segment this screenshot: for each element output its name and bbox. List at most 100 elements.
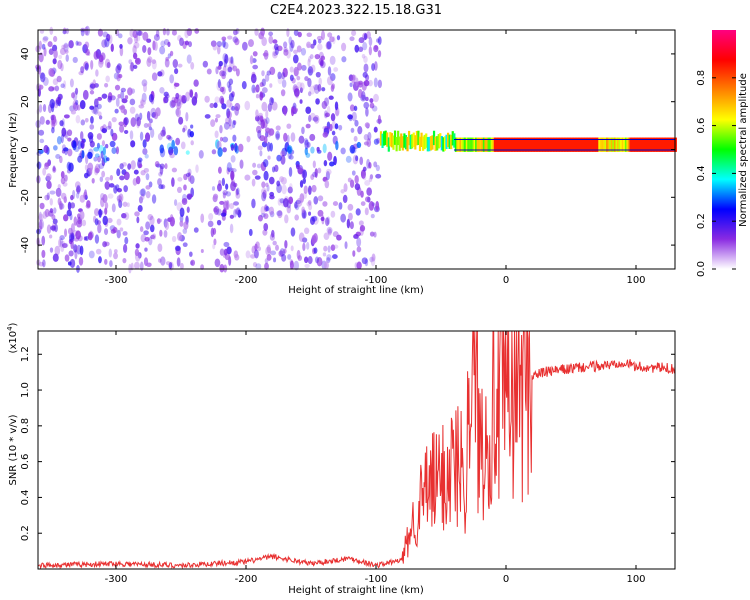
heatmap-cell	[322, 131, 328, 138]
heatmap-cell	[265, 117, 270, 125]
heatmap-cell	[104, 37, 110, 48]
heatmap-cell	[270, 250, 277, 256]
heatmap-cell	[428, 136, 431, 152]
heatmap-cell	[366, 31, 371, 39]
heatmap-cell	[376, 38, 380, 43]
heatmap-cell	[432, 130, 436, 146]
heatmap-cell	[79, 210, 85, 220]
heatmap-cell	[281, 72, 286, 80]
heatmap-cell	[119, 175, 125, 181]
heatmap-cell	[403, 133, 406, 148]
heatmap-cell	[303, 138, 309, 146]
heatmap-cell	[484, 137, 487, 152]
heatmap-cell	[123, 185, 128, 193]
heatmap-cell	[609, 137, 612, 152]
heatmap-cell	[63, 44, 69, 49]
heatmap-cell	[662, 137, 665, 152]
heatmap-cell	[304, 147, 308, 156]
heatmap-cell	[189, 130, 195, 138]
heatmap-cell	[471, 137, 475, 152]
heatmap-cell	[223, 42, 229, 50]
heatmap-cell	[208, 213, 214, 221]
heatmap-cell	[415, 130, 418, 146]
heatmap-cell	[96, 142, 100, 149]
heatmap-cell	[481, 137, 484, 152]
heatmap-cell	[314, 168, 318, 179]
heatmap-cell	[457, 137, 461, 152]
heatmap-cell	[354, 44, 360, 53]
heatmap-cell	[233, 120, 237, 126]
heatmap-cell	[273, 257, 277, 263]
heatmap-cell	[41, 43, 46, 50]
heatmap-cell	[212, 243, 216, 250]
colorbar-tick-label: 0.6	[696, 118, 707, 134]
heatmap-cell	[75, 99, 79, 106]
heatmap-cell	[349, 36, 355, 42]
heatmap-cell	[77, 104, 81, 111]
heatmap-cell	[261, 70, 265, 77]
heatmap-cell	[189, 89, 194, 98]
heatmap-cell	[282, 67, 288, 78]
heatmap-cell	[157, 133, 163, 141]
heatmap-cell	[145, 190, 151, 199]
heatmap-cell	[109, 260, 113, 268]
heatmap-cell	[340, 213, 347, 223]
heatmap-cell	[322, 125, 328, 130]
heatmap-cell	[366, 158, 370, 169]
heatmap-cell	[200, 213, 205, 223]
heatmap-cell	[333, 67, 339, 72]
heatmap-cell	[264, 73, 270, 82]
heatmap-cell	[135, 34, 141, 42]
heatmap-cell	[261, 37, 267, 47]
heatmap-cell	[223, 201, 229, 211]
heatmap-cell	[352, 154, 359, 165]
heatmap-cell	[451, 131, 454, 146]
heatmap-cell	[55, 99, 61, 106]
heatmap-cell	[127, 163, 132, 170]
heatmap-cell	[325, 41, 332, 50]
heatmap-cell	[211, 149, 217, 155]
heatmap-cell	[38, 219, 45, 230]
heatmap-cell	[94, 153, 100, 158]
heatmap-cell	[620, 137, 623, 152]
heatmap-cell	[37, 88, 41, 97]
heatmap-cell	[585, 137, 589, 152]
heatmap-cell	[68, 162, 74, 172]
heatmap-cell	[226, 246, 232, 255]
heatmap-cell	[578, 137, 581, 152]
heatmap-cell	[454, 137, 457, 152]
heatmap-cell	[322, 201, 328, 207]
heatmap-cell	[666, 137, 670, 152]
heatmap-cell	[252, 169, 258, 176]
heatmap-cell	[254, 175, 261, 180]
y-tick-label: 0.6	[20, 454, 31, 470]
heatmap-cell	[139, 131, 144, 141]
heatmap-cell	[333, 244, 339, 249]
heatmap-cell	[248, 39, 254, 48]
heatmap-cell	[645, 137, 648, 152]
heatmap-cell	[360, 201, 366, 207]
heatmap-cell	[353, 135, 358, 142]
heatmap-cell	[211, 186, 216, 191]
heatmap-cell	[168, 262, 173, 269]
heatmap-cell	[84, 117, 89, 123]
heatmap-cell	[106, 61, 111, 69]
heatmap-cell	[49, 234, 53, 239]
heatmap-cell	[134, 57, 141, 65]
heatmap-cell	[283, 248, 287, 254]
heatmap-cell	[264, 262, 269, 270]
heatmap-cell	[369, 102, 375, 109]
heatmap-cell	[85, 154, 89, 165]
heatmap-cell	[293, 260, 300, 271]
heatmap-cell	[310, 174, 315, 180]
spectrogram-y-ticks: -40 -20 0 20 40	[20, 48, 675, 253]
heatmap-cell	[93, 165, 99, 176]
heatmap-cell	[69, 213, 73, 221]
heatmap-cell	[105, 75, 110, 83]
heatmap-cell	[135, 243, 140, 249]
heatmap-cell	[116, 229, 121, 239]
heatmap-cell	[521, 137, 525, 152]
heatmap-cell	[288, 166, 293, 177]
heatmap-cell	[122, 201, 128, 207]
heatmap-cell	[450, 134, 453, 150]
